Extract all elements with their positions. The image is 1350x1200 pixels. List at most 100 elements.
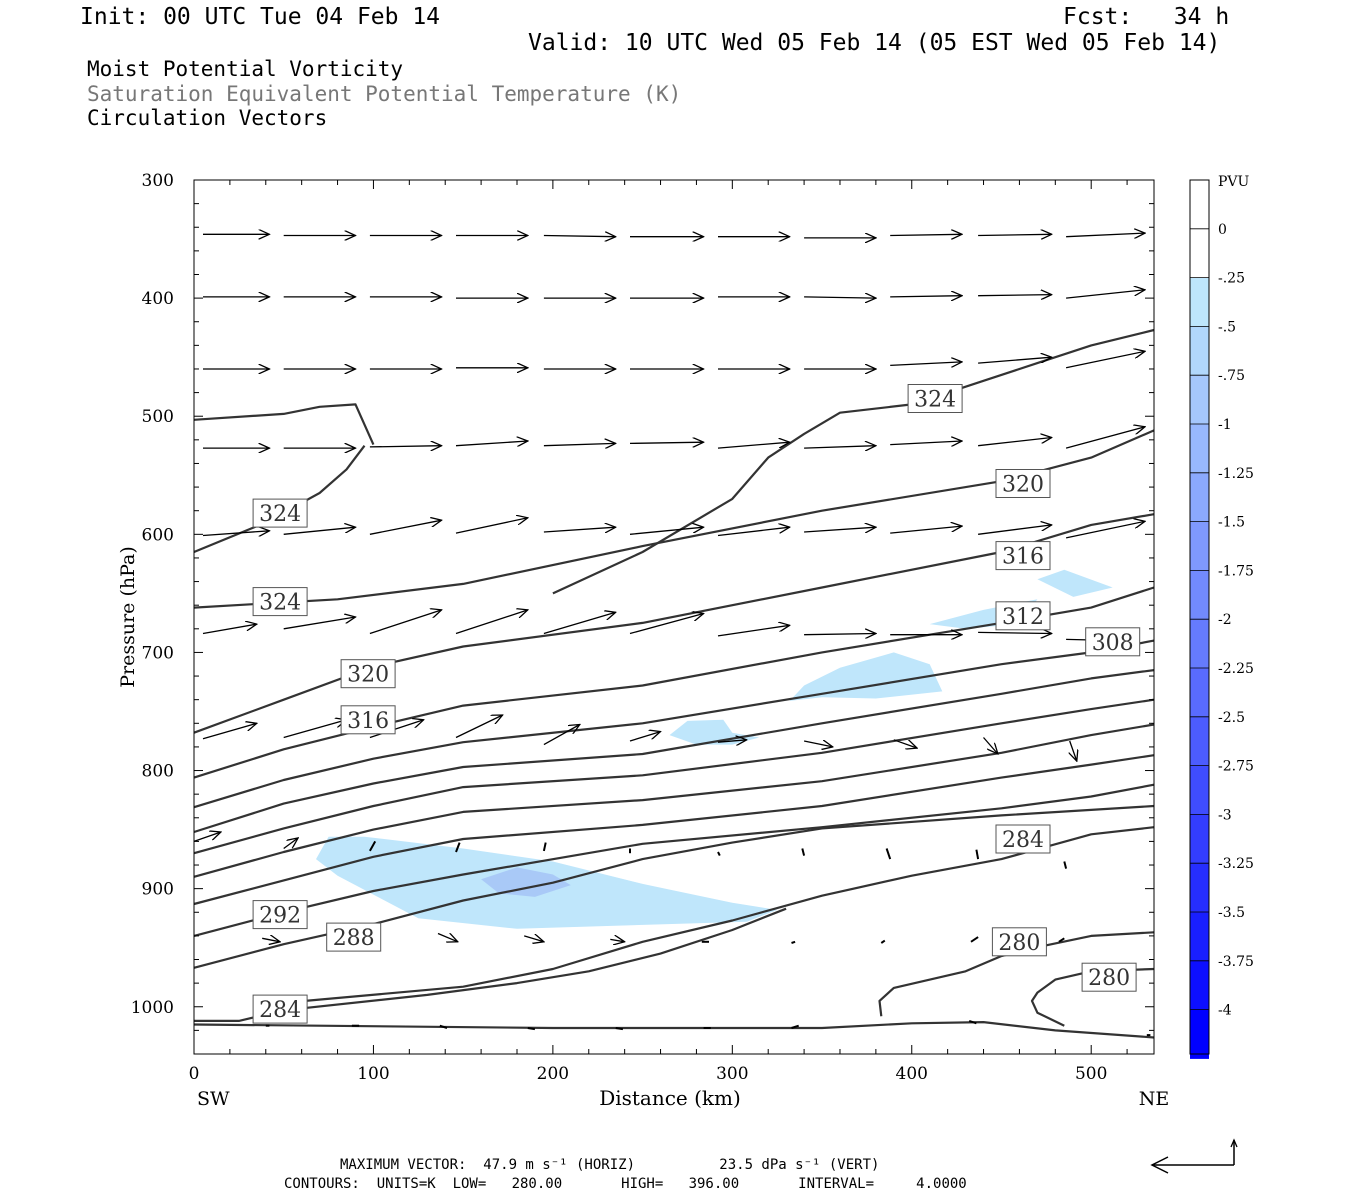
y-tick-label: 300 [142, 171, 174, 191]
circulation-vector [524, 936, 544, 942]
colorbar-label: -.75 [1218, 368, 1245, 384]
circulation-vector [455, 842, 461, 853]
colorbar-label: -2.75 [1218, 759, 1254, 775]
circulation-vector [615, 1027, 624, 1031]
circulation-vector [717, 851, 721, 857]
contour-label-box [252, 994, 308, 1024]
circulation-vector [543, 236, 616, 237]
circulation-vector [283, 838, 298, 850]
circulation-vector [543, 443, 616, 445]
y-tick-label: 400 [142, 289, 174, 309]
x-axis-label: Distance (km) [599, 1086, 741, 1110]
circulation-vector [629, 442, 704, 443]
contour-label-box [252, 900, 308, 930]
contour-label: 312 [1002, 605, 1044, 630]
theta-contour [193, 698, 1155, 855]
circulation-vector [283, 617, 356, 630]
circulation-vector [717, 442, 790, 449]
colorbar-label: -1.25 [1218, 466, 1254, 482]
contour-label-box [995, 541, 1051, 571]
circulation-vector [803, 741, 833, 747]
circulation-vector [455, 715, 503, 739]
reference-vector [1150, 1138, 1238, 1174]
y-tick-label: 800 [142, 762, 174, 782]
colorbar-swatch [1190, 814, 1209, 864]
contour-label-box [995, 601, 1051, 631]
circulation-vector [717, 740, 747, 742]
theta-contour [193, 513, 1155, 734]
colorbar-swatch [1190, 472, 1209, 523]
circulation-vector [543, 612, 616, 635]
contour-label-box [1085, 627, 1141, 657]
theta-contour [193, 754, 1155, 906]
field-title-mpv: Moist Potential Vorticity [87, 57, 404, 81]
circulation-vector [543, 527, 616, 532]
theta-contour [193, 1021, 1155, 1039]
colorbar-swatch [1190, 1009, 1209, 1059]
contour-label-box [907, 384, 963, 413]
circulation-vector [610, 939, 624, 941]
theta-contour [193, 639, 1155, 809]
circulation-vector [893, 739, 917, 748]
contour-label-box [995, 469, 1051, 498]
colorbar-label: -.25 [1218, 271, 1245, 287]
contour-label-box [1081, 962, 1137, 992]
circulation-vector [1070, 740, 1077, 761]
colorbar-label: -3.25 [1218, 856, 1254, 872]
circulation-vector [978, 525, 1052, 535]
contour-label-box [252, 587, 308, 617]
circulation-vector [369, 610, 442, 635]
contour-label-box [340, 705, 396, 735]
contour-label: 308 [1092, 631, 1134, 656]
circulation-vector [439, 1024, 448, 1029]
circulation-vector [542, 842, 547, 852]
contour-label: 284 [1002, 828, 1044, 853]
circulation-vector [890, 441, 962, 445]
colorbar-swatch [1190, 375, 1209, 425]
contour-label: 320 [1002, 473, 1044, 498]
circulation-vector [1065, 521, 1145, 539]
circulation-vector [527, 1027, 536, 1031]
circulation-vector [202, 624, 257, 635]
reference-vector-horizontal-head [1150, 1156, 1169, 1174]
colorbar-swatch [1190, 424, 1209, 474]
circulation-vector [1066, 233, 1145, 237]
x-tick-label: 200 [537, 1064, 569, 1084]
contour-label: 324 [259, 591, 301, 616]
theta-contour [193, 586, 1155, 779]
y-tick-label: 500 [142, 407, 174, 427]
circulation-vector [970, 936, 979, 943]
circulation-vector [791, 1024, 800, 1029]
circulation-vector [890, 526, 962, 534]
contour-label: 320 [347, 663, 389, 688]
colorbar-swatch [1190, 228, 1209, 279]
x-tick-label: 400 [896, 1064, 928, 1084]
y-tick-label: 600 [142, 525, 174, 545]
circulation-vector [369, 446, 442, 447]
pv-region [789, 652, 943, 701]
contour-label: 284 [259, 998, 301, 1023]
max-vector-info: MAXIMUM VECTOR: 47.9 m s⁻¹ (HORIZ) 23.5 … [340, 1157, 880, 1173]
colorbar-label: -2.25 [1218, 661, 1254, 677]
contour-label-box [995, 824, 1051, 854]
field-title-thetaes: Saturation Equivalent Potential Temperat… [87, 82, 682, 106]
x-tick-label: 300 [716, 1064, 748, 1084]
colorbar-title: PVU [1218, 174, 1250, 190]
circulation-vector [717, 625, 790, 637]
circulation-vector [543, 725, 580, 746]
circulation-vector [801, 848, 806, 856]
circulation-vector [455, 441, 528, 446]
colorbar-swatch [1190, 277, 1209, 327]
y-tick-label: 1000 [131, 998, 174, 1018]
circulation-vector [1063, 861, 1068, 869]
contour-label-box [991, 927, 1047, 957]
circulation-vector [978, 438, 1052, 447]
circulation-vector [1065, 427, 1145, 449]
circulation-vector [978, 295, 1052, 296]
circulation-vector [1065, 351, 1145, 369]
colorbar-frame [1189, 179, 1210, 1055]
circulation-vector [804, 634, 876, 635]
colorbar-swatch [1190, 668, 1209, 718]
contour-label: 288 [333, 926, 375, 951]
circulation-vector [791, 940, 796, 944]
